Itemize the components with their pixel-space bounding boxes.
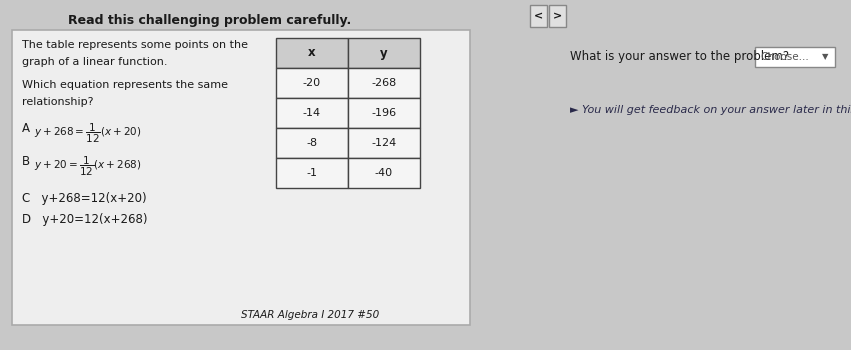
Text: $y+20=\dfrac{1}{12}(x+268)$: $y+20=\dfrac{1}{12}(x+268)$ xyxy=(34,155,141,178)
Bar xyxy=(276,68,348,98)
Text: -196: -196 xyxy=(371,108,397,118)
Text: -1: -1 xyxy=(306,168,317,178)
Text: Choose...: Choose... xyxy=(760,52,808,62)
Text: <: < xyxy=(534,11,543,21)
Text: What is your answer to the problem?: What is your answer to the problem? xyxy=(570,50,789,63)
Bar xyxy=(348,38,420,68)
Bar xyxy=(348,128,420,158)
Text: Read this challenging problem carefully.: Read this challenging problem carefully. xyxy=(68,14,351,27)
Bar xyxy=(276,128,348,158)
Text: -40: -40 xyxy=(375,168,393,178)
Text: y: y xyxy=(380,47,388,60)
Text: >: > xyxy=(553,11,563,21)
Text: Which equation represents the same: Which equation represents the same xyxy=(22,80,228,90)
Text: x: x xyxy=(308,47,316,60)
Bar xyxy=(276,38,348,68)
Text: ► You will get feedback on your answer later in this lesson.: ► You will get feedback on your answer l… xyxy=(570,105,851,115)
Text: C   y+268=12(x+20): C y+268=12(x+20) xyxy=(22,192,146,205)
Bar xyxy=(549,5,566,27)
Text: graph of a linear function.: graph of a linear function. xyxy=(22,57,168,67)
Bar xyxy=(348,68,420,98)
Text: A: A xyxy=(22,122,30,135)
Text: -124: -124 xyxy=(371,138,397,148)
Text: -14: -14 xyxy=(303,108,321,118)
Text: STAAR Algebra I 2017 #50: STAAR Algebra I 2017 #50 xyxy=(241,310,380,320)
Text: D   y+20=12(x+268): D y+20=12(x+268) xyxy=(22,213,147,226)
Bar xyxy=(12,30,470,325)
Text: -8: -8 xyxy=(306,138,317,148)
Text: The table represents some points on the: The table represents some points on the xyxy=(22,40,248,50)
Text: $y+268=\dfrac{1}{12}(x+20)$: $y+268=\dfrac{1}{12}(x+20)$ xyxy=(34,122,141,145)
Text: ▼: ▼ xyxy=(822,52,828,62)
Bar xyxy=(755,47,835,67)
Text: relationship?: relationship? xyxy=(22,97,94,107)
Bar xyxy=(276,158,348,188)
Text: B: B xyxy=(22,155,30,168)
Bar xyxy=(530,5,547,27)
Text: -20: -20 xyxy=(303,78,321,88)
Bar xyxy=(276,98,348,128)
Bar xyxy=(348,158,420,188)
Text: -268: -268 xyxy=(371,78,397,88)
Bar xyxy=(348,98,420,128)
